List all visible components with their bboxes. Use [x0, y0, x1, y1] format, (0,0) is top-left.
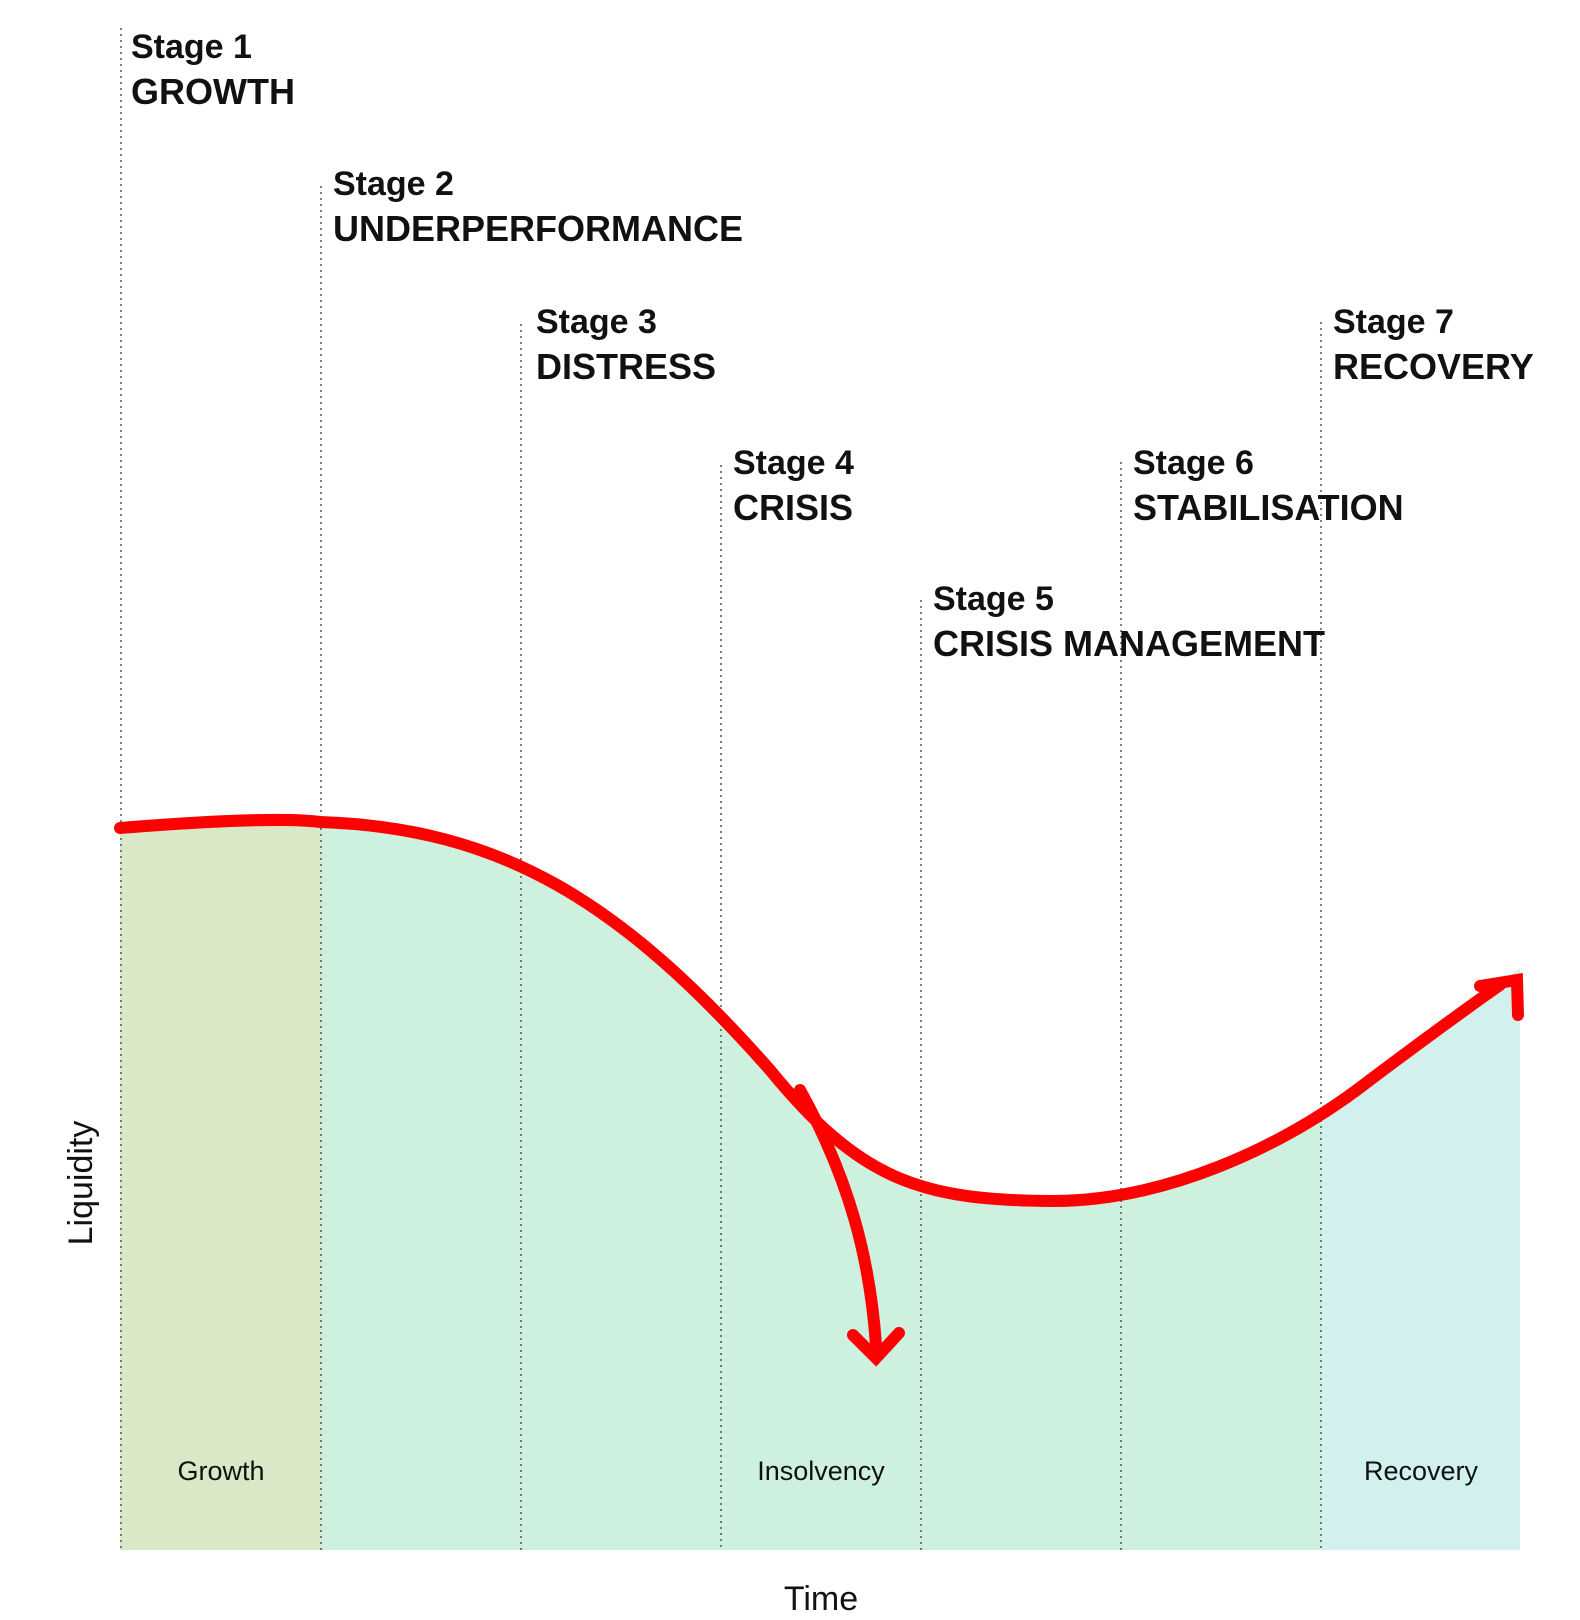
curve-arrows: [847, 972, 1524, 1367]
stage-3-name: DISTRESS: [536, 346, 716, 387]
zone-label-growth: Growth: [177, 1456, 264, 1486]
stage-2-name: UNDERPERFORMANCE: [333, 208, 743, 249]
stage-6-name: STABILISATION: [1133, 487, 1404, 528]
stage-4-number: Stage 4: [733, 444, 854, 482]
liquidity-area: [120, 820, 1520, 1550]
insolvency-arrow-head: [847, 1327, 905, 1367]
zone-labels: Growth Insolvency Recovery: [177, 1456, 1478, 1486]
recovery-curve-line: [114, 814, 1506, 1208]
zone-label-insolvency: Insolvency: [757, 1456, 885, 1486]
liquidity-curve: [114, 814, 1506, 1351]
recovery-zone-fill: [1321, 820, 1520, 1550]
growth-zone-fill: [120, 820, 321, 1550]
stage-6-number: Stage 6: [1133, 444, 1254, 482]
stage-1-name: GROWTH: [131, 71, 295, 112]
stage-4-name: CRISIS: [733, 487, 853, 528]
stage-headings: Stage 1 GROWTH Stage 2 UNDERPERFORMANCE …: [131, 28, 1534, 664]
recovery-arrow-head: [1474, 972, 1524, 1021]
stage-3-number: Stage 3: [536, 303, 657, 341]
stage-dividers: [120, 28, 1322, 1550]
stage-5-name: CRISIS MANAGEMENT: [933, 623, 1325, 664]
stage-2-number: Stage 2: [333, 165, 454, 203]
zone-label-recovery: Recovery: [1364, 1456, 1479, 1486]
stage-7-name: RECOVERY: [1333, 346, 1534, 387]
stage-5-number: Stage 5: [933, 580, 1054, 618]
stage-1-number: Stage 1: [131, 28, 252, 66]
main-zone-fill: [321, 820, 1321, 1550]
y-axis-label: Liquidity: [62, 1121, 100, 1246]
insolvency-branch-line: [794, 1084, 882, 1351]
stage-7-number: Stage 7: [1333, 303, 1454, 341]
x-axis-label: Time: [784, 1580, 858, 1618]
